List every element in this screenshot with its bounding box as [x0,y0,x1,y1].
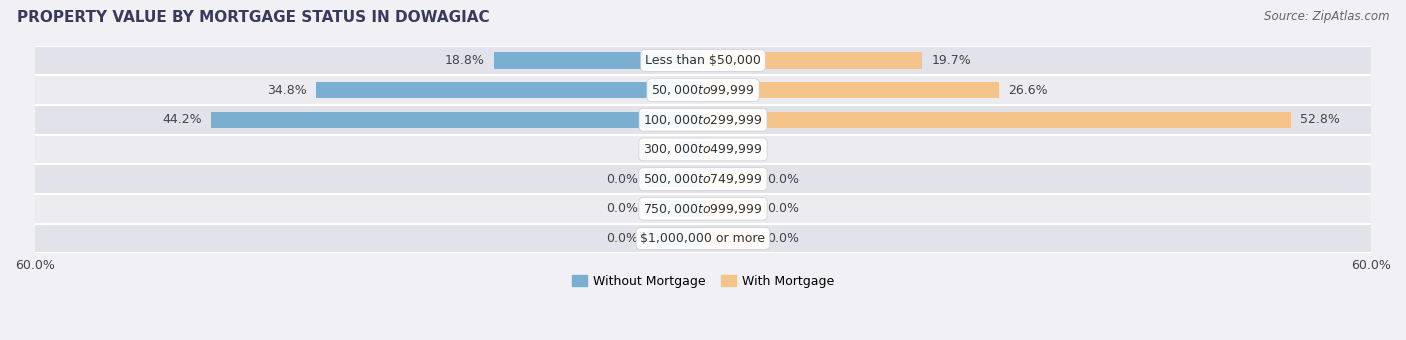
Bar [211,112,703,128]
Text: 18.8%: 18.8% [444,54,485,67]
Text: 34.8%: 34.8% [267,84,307,97]
Text: $50,000 to $99,999: $50,000 to $99,999 [651,83,755,97]
Bar [315,82,703,98]
Bar [35,194,1371,224]
Text: 2.2%: 2.2% [638,143,669,156]
Text: $500,000 to $749,999: $500,000 to $749,999 [644,172,762,186]
Bar [703,141,713,157]
Text: 0.0%: 0.0% [606,232,638,245]
Bar [35,135,1371,164]
Text: 44.2%: 44.2% [162,113,202,126]
Bar [647,230,703,246]
Bar [494,52,703,69]
Bar [703,112,1291,128]
Bar [35,105,1371,135]
Text: $750,000 to $999,999: $750,000 to $999,999 [644,202,762,216]
Bar [35,224,1371,253]
Bar [703,201,759,217]
Text: $300,000 to $499,999: $300,000 to $499,999 [644,142,762,156]
Text: 26.6%: 26.6% [1008,84,1047,97]
Bar [703,52,922,69]
Text: 19.7%: 19.7% [931,54,972,67]
Text: Less than $50,000: Less than $50,000 [645,54,761,67]
Text: $100,000 to $299,999: $100,000 to $299,999 [644,113,762,127]
Bar [647,201,703,217]
Bar [703,171,759,187]
Text: 52.8%: 52.8% [1299,113,1340,126]
Bar [647,171,703,187]
Legend: Without Mortgage, With Mortgage: Without Mortgage, With Mortgage [567,270,839,293]
Bar [35,46,1371,75]
Bar [35,164,1371,194]
Text: 0.0%: 0.0% [606,173,638,186]
Text: 0.0%: 0.0% [606,202,638,215]
Text: $1,000,000 or more: $1,000,000 or more [641,232,765,245]
Text: 0.94%: 0.94% [723,143,762,156]
Bar [703,230,759,246]
Text: PROPERTY VALUE BY MORTGAGE STATUS IN DOWAGIAC: PROPERTY VALUE BY MORTGAGE STATUS IN DOW… [17,10,489,25]
Text: 0.0%: 0.0% [768,232,800,245]
Bar [703,82,1000,98]
Text: Source: ZipAtlas.com: Source: ZipAtlas.com [1264,10,1389,23]
Text: 0.0%: 0.0% [768,173,800,186]
Bar [35,75,1371,105]
Bar [679,141,703,157]
Text: 0.0%: 0.0% [768,202,800,215]
